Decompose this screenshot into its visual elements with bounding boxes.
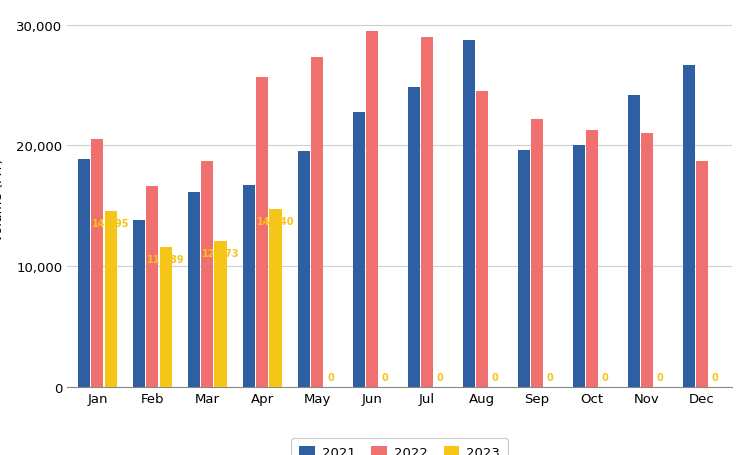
- Text: 12,073: 12,073: [202, 249, 239, 258]
- Text: 0: 0: [602, 372, 609, 382]
- Text: 14,740: 14,740: [257, 217, 294, 227]
- Bar: [366, 32, 378, 387]
- Bar: [188, 193, 200, 387]
- Legend: 2021, 2022, 2023: 2021, 2022, 2023: [291, 438, 508, 455]
- Bar: [695, 162, 708, 387]
- Bar: [627, 96, 639, 387]
- Bar: [243, 186, 255, 387]
- Bar: [573, 146, 585, 387]
- Bar: [160, 247, 172, 387]
- Bar: [353, 112, 365, 387]
- Bar: [201, 162, 214, 387]
- Bar: [105, 211, 117, 387]
- Bar: [78, 159, 90, 387]
- Bar: [586, 131, 598, 387]
- Bar: [683, 66, 695, 387]
- Text: 11,589: 11,589: [146, 254, 185, 264]
- Text: 0: 0: [437, 372, 444, 382]
- Text: 0: 0: [382, 372, 388, 382]
- Bar: [256, 77, 268, 387]
- Bar: [214, 242, 226, 387]
- Bar: [91, 140, 104, 387]
- Bar: [408, 88, 420, 387]
- Y-axis label: Volume (MT): Volume (MT): [0, 158, 5, 242]
- Text: 14,595: 14,595: [92, 218, 129, 228]
- Text: 0: 0: [657, 372, 663, 382]
- Bar: [133, 221, 145, 387]
- Bar: [531, 120, 543, 387]
- Bar: [421, 38, 433, 387]
- Bar: [298, 152, 310, 387]
- Bar: [518, 151, 530, 387]
- Text: 0: 0: [327, 372, 334, 382]
- Bar: [270, 209, 282, 387]
- Bar: [311, 58, 323, 387]
- Bar: [476, 92, 488, 387]
- Text: 0: 0: [712, 372, 719, 382]
- Bar: [641, 134, 653, 387]
- Bar: [463, 41, 475, 387]
- Text: 0: 0: [492, 372, 499, 382]
- Bar: [146, 187, 158, 387]
- Text: 0: 0: [547, 372, 554, 382]
